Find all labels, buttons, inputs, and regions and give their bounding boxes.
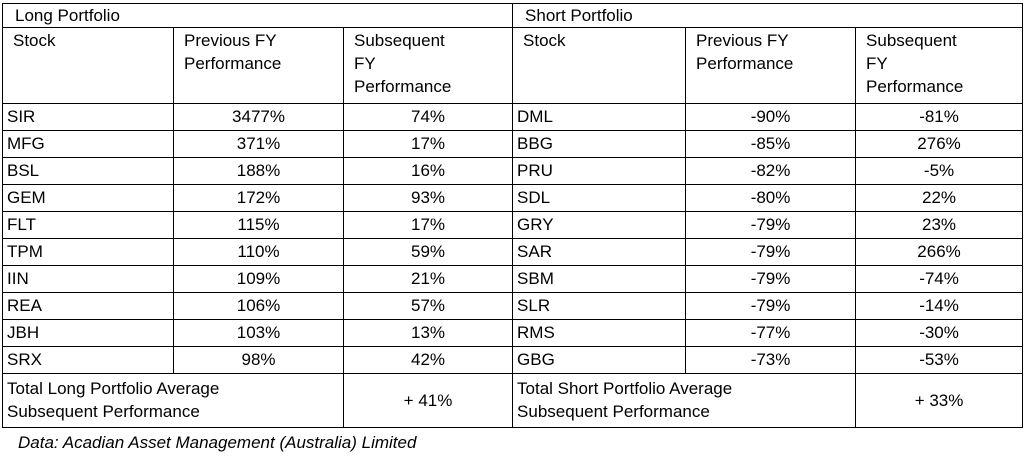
long-portfolio-title: Long Portfolio (1, 3, 514, 28)
stock-cell: GBG (512, 346, 687, 374)
performance-table: Long Portfolio Short Portfolio Stock Pre… (1, 3, 1024, 428)
prev-fy-cell: 188% (173, 157, 344, 185)
table-row: JBH 103% 13% RMS -77% -30% (2, 319, 1024, 347)
prev-fy-cell: -85% (685, 130, 857, 158)
prev-fy-cell: -79% (685, 238, 857, 266)
prev-fy-cell: -79% (685, 211, 857, 239)
portfolio-title-row: Long Portfolio Short Portfolio (1, 3, 1024, 28)
long-prev-fy-header: Previous FY Performance (173, 27, 344, 104)
subsequent-fy-cell: 17% (342, 211, 514, 239)
prev-fy-cell: -79% (685, 292, 857, 320)
stock-cell: SRX (2, 346, 174, 374)
subsequent-fy-cell: 22% (855, 184, 1024, 212)
prev-fy-cell: 103% (173, 319, 344, 347)
subsequent-fy-cell: 21% (342, 265, 514, 293)
table-row: SIR 3477% 74% DML -90% -81% (2, 103, 1024, 131)
table-row: BSL 188% 16% PRU -82% -5% (2, 157, 1024, 185)
subsequent-fy-cell: 59% (342, 238, 514, 266)
stock-cell: TPM (2, 238, 174, 266)
subsequent-fy-cell: 16% (342, 157, 514, 185)
prev-fy-cell: 3477% (173, 103, 344, 131)
stock-cell: PRU (512, 157, 687, 185)
long-total-value: + 41% (342, 373, 514, 428)
table-row: REA 106% 57% SLR -79% -14% (2, 292, 1024, 320)
total-row: Total Long Portfolio Average Subsequent … (2, 373, 1024, 428)
stock-cell: SDL (512, 184, 687, 212)
prev-fy-cell: 172% (173, 184, 344, 212)
subsequent-fy-cell: -14% (855, 292, 1024, 320)
long-subsequent-fy-header: Subsequent FY Performance (342, 27, 514, 104)
subsequent-fy-cell: -74% (855, 265, 1024, 293)
table-row: IIN 109% 21% SBM -79% -74% (2, 265, 1024, 293)
table-row: SRX 98% 42% GBG -73% -53% (2, 346, 1024, 374)
column-header-row: Stock Previous FY Performance Subsequent… (2, 27, 1024, 104)
stock-cell: SLR (512, 292, 687, 320)
prev-fy-cell: 115% (173, 211, 344, 239)
table-row: MFG 371% 17% BBG -85% 276% (2, 130, 1024, 158)
stock-cell: GEM (2, 184, 174, 212)
subsequent-fy-cell: 17% (342, 130, 514, 158)
subsequent-fy-cell: -30% (855, 319, 1024, 347)
stock-cell: FLT (2, 211, 174, 239)
prev-fy-cell: -73% (685, 346, 857, 374)
stock-cell: DML (512, 103, 687, 131)
prev-fy-cell: -79% (685, 265, 857, 293)
stock-cell: GRY (512, 211, 687, 239)
stock-cell: BBG (512, 130, 687, 158)
stock-cell: IIN (2, 265, 174, 293)
subsequent-fy-cell: -81% (855, 103, 1024, 131)
prev-fy-cell: 106% (173, 292, 344, 320)
long-total-label: Total Long Portfolio Average Subsequent … (2, 373, 344, 428)
prev-fy-cell: 371% (173, 130, 344, 158)
short-stock-header: Stock (512, 27, 687, 104)
subsequent-fy-cell: 13% (342, 319, 514, 347)
subsequent-fy-cell: 23% (855, 211, 1024, 239)
subsequent-fy-cell: 266% (855, 238, 1024, 266)
prev-fy-cell: -90% (685, 103, 857, 131)
stock-cell: REA (2, 292, 174, 320)
subsequent-fy-cell: -5% (855, 157, 1024, 185)
subsequent-fy-cell: 276% (855, 130, 1024, 158)
stock-cell: MFG (2, 130, 174, 158)
prev-fy-cell: 110% (173, 238, 344, 266)
short-prev-fy-header: Previous FY Performance (685, 27, 857, 104)
short-total-label: Total Short Portfolio Average Subsequent… (512, 373, 857, 428)
subsequent-fy-cell: 57% (342, 292, 514, 320)
table-row: TPM 110% 59% SAR -79% 266% (2, 238, 1024, 266)
stock-cell: SBM (512, 265, 687, 293)
stock-cell: BSL (2, 157, 174, 185)
table-row: GEM 172% 93% SDL -80% 22% (2, 184, 1024, 212)
prev-fy-cell: -77% (685, 319, 857, 347)
subsequent-fy-cell: 74% (342, 103, 514, 131)
prev-fy-cell: -80% (685, 184, 857, 212)
prev-fy-cell: -82% (685, 157, 857, 185)
stock-cell: SIR (2, 103, 174, 131)
short-total-value: + 33% (855, 373, 1024, 428)
prev-fy-cell: 109% (173, 265, 344, 293)
subsequent-fy-cell: -53% (855, 346, 1024, 374)
table-row: FLT 115% 17% GRY -79% 23% (2, 211, 1024, 239)
stock-cell: SAR (512, 238, 687, 266)
subsequent-fy-cell: 42% (342, 346, 514, 374)
short-subsequent-fy-header: Subsequent FY Performance (855, 27, 1024, 104)
stock-cell: JBH (2, 319, 174, 347)
subsequent-fy-cell: 93% (342, 184, 514, 212)
stock-cell: RMS (512, 319, 687, 347)
data-source-note: Data: Acadian Asset Management (Australi… (18, 433, 417, 452)
short-portfolio-title: Short Portfolio (512, 3, 1024, 28)
prev-fy-cell: 98% (173, 346, 344, 374)
long-stock-header: Stock (2, 27, 174, 104)
